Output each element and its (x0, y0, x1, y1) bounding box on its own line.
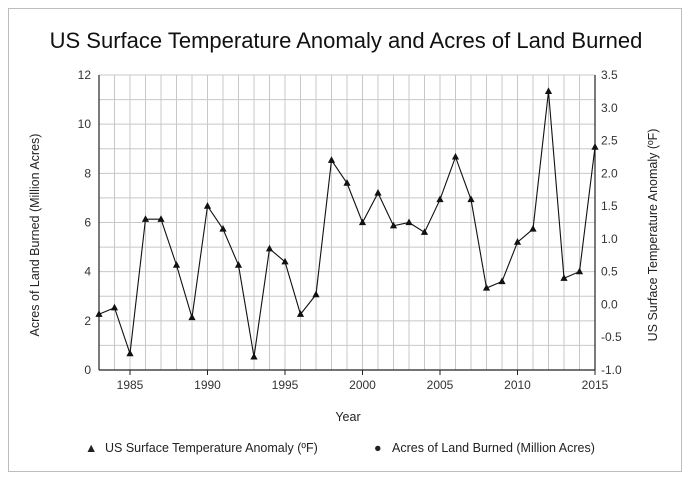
data-point-triangle (467, 195, 475, 203)
data-point-triangle (498, 277, 506, 285)
y-right-tick-label: 1.5 (601, 199, 618, 213)
y-left-axis-label: Acres of Land Burned (Million Acres) (28, 134, 42, 337)
data-point-triangle (389, 221, 398, 229)
data-point-triangle (575, 267, 584, 275)
series-layer (95, 87, 599, 360)
data-point-triangle (544, 87, 553, 94)
x-axis-ticks: 1985 1990 1995 2000 2005 2010 2015 (117, 370, 609, 392)
chart-frame: US Surface Temperature Anomaly and Acres… (8, 8, 682, 472)
x-tick-label: 2005 (427, 378, 454, 392)
data-point-triangle (560, 274, 568, 281)
data-point-triangle (482, 284, 491, 291)
y-left-tick-label: 4 (84, 265, 91, 279)
y-right-tick-label: -1.0 (601, 363, 622, 377)
y-left-tick-label: 0 (84, 363, 91, 377)
data-point-triangle (281, 257, 289, 265)
x-tick-label: 2015 (582, 378, 609, 392)
legend-label-acres: Acres of Land Burned (Million Acres) (392, 441, 595, 455)
data-point-triangle (513, 238, 522, 245)
y-right-axis-label: US Surface Temperature Anomaly (ºF) (646, 129, 660, 342)
y-left-tick-label: 12 (78, 68, 92, 82)
data-point-triangle (234, 261, 243, 268)
data-point-triangle (451, 152, 460, 160)
y-left-tick-label: 6 (84, 216, 91, 230)
chart-svg: US Surface Temperature Anomaly and Acres… (28, 28, 660, 455)
data-point-triangle (591, 143, 599, 150)
y-right-tick-label: -0.5 (601, 330, 622, 344)
legend: ▲ US Surface Temperature Anomaly (ºF) ● … (85, 441, 595, 455)
x-tick-label: 1985 (117, 378, 144, 392)
x-tick-label: 1990 (194, 378, 221, 392)
y-left-axis-ticks: 0 2 4 6 8 10 12 (78, 68, 92, 377)
axes (98, 75, 596, 371)
y-right-tick-label: 3.5 (601, 68, 618, 82)
data-point-triangle (436, 195, 444, 203)
y-right-tick-label: 0.0 (601, 297, 618, 311)
legend-triangle-icon: ▲ (85, 441, 97, 455)
data-point-triangle (172, 261, 181, 268)
grid (98, 74, 596, 371)
data-point-triangle (296, 310, 305, 317)
data-point-triangle (110, 303, 119, 311)
y-right-tick-label: 2.0 (601, 166, 618, 180)
data-point-triangle (250, 352, 258, 360)
y-right-tick-label: 2.5 (601, 134, 618, 148)
data-point-triangle (529, 225, 537, 232)
data-point-triangle (141, 215, 150, 222)
data-point-triangle (405, 218, 413, 226)
y-left-tick-label: 8 (84, 166, 91, 180)
data-point-triangle (126, 349, 134, 357)
data-point-triangle (157, 215, 165, 222)
y-right-tick-label: 1.0 (601, 232, 618, 246)
x-tick-label: 2000 (349, 378, 376, 392)
data-point-triangle (312, 290, 320, 298)
y-left-tick-label: 2 (84, 314, 91, 328)
y-right-tick-label: 3.0 (601, 101, 618, 115)
y-right-axis-ticks: -1.0 -0.5 0.0 0.5 1.0 1.5 2.0 2.5 3.0 3.5 (601, 68, 622, 377)
data-point-triangle (219, 225, 227, 232)
x-tick-label: 1995 (272, 378, 299, 392)
data-point-triangle (265, 244, 274, 252)
data-point-triangle (343, 179, 351, 186)
y-right-tick-label: 0.5 (601, 265, 618, 279)
data-point-triangle (203, 202, 212, 209)
y-left-tick-label: 10 (78, 117, 92, 131)
data-point-triangle (95, 310, 103, 317)
data-point-triangle (420, 228, 429, 235)
chart-title: US Surface Temperature Anomaly and Acres… (50, 28, 643, 53)
data-point-triangle (374, 189, 382, 196)
legend-dot-icon: ● (374, 441, 382, 455)
data-point-triangle (358, 218, 367, 226)
x-tick-label: 2010 (504, 378, 531, 392)
data-point-triangle (327, 156, 336, 163)
legend-label-temperature: US Surface Temperature Anomaly (ºF) (105, 441, 318, 455)
data-point-triangle (188, 313, 196, 321)
x-axis-label: Year (335, 410, 360, 424)
